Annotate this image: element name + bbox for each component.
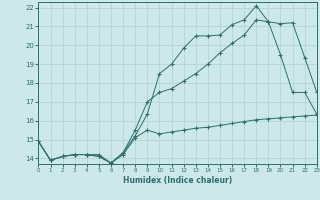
X-axis label: Humidex (Indice chaleur): Humidex (Indice chaleur) (123, 176, 232, 185)
